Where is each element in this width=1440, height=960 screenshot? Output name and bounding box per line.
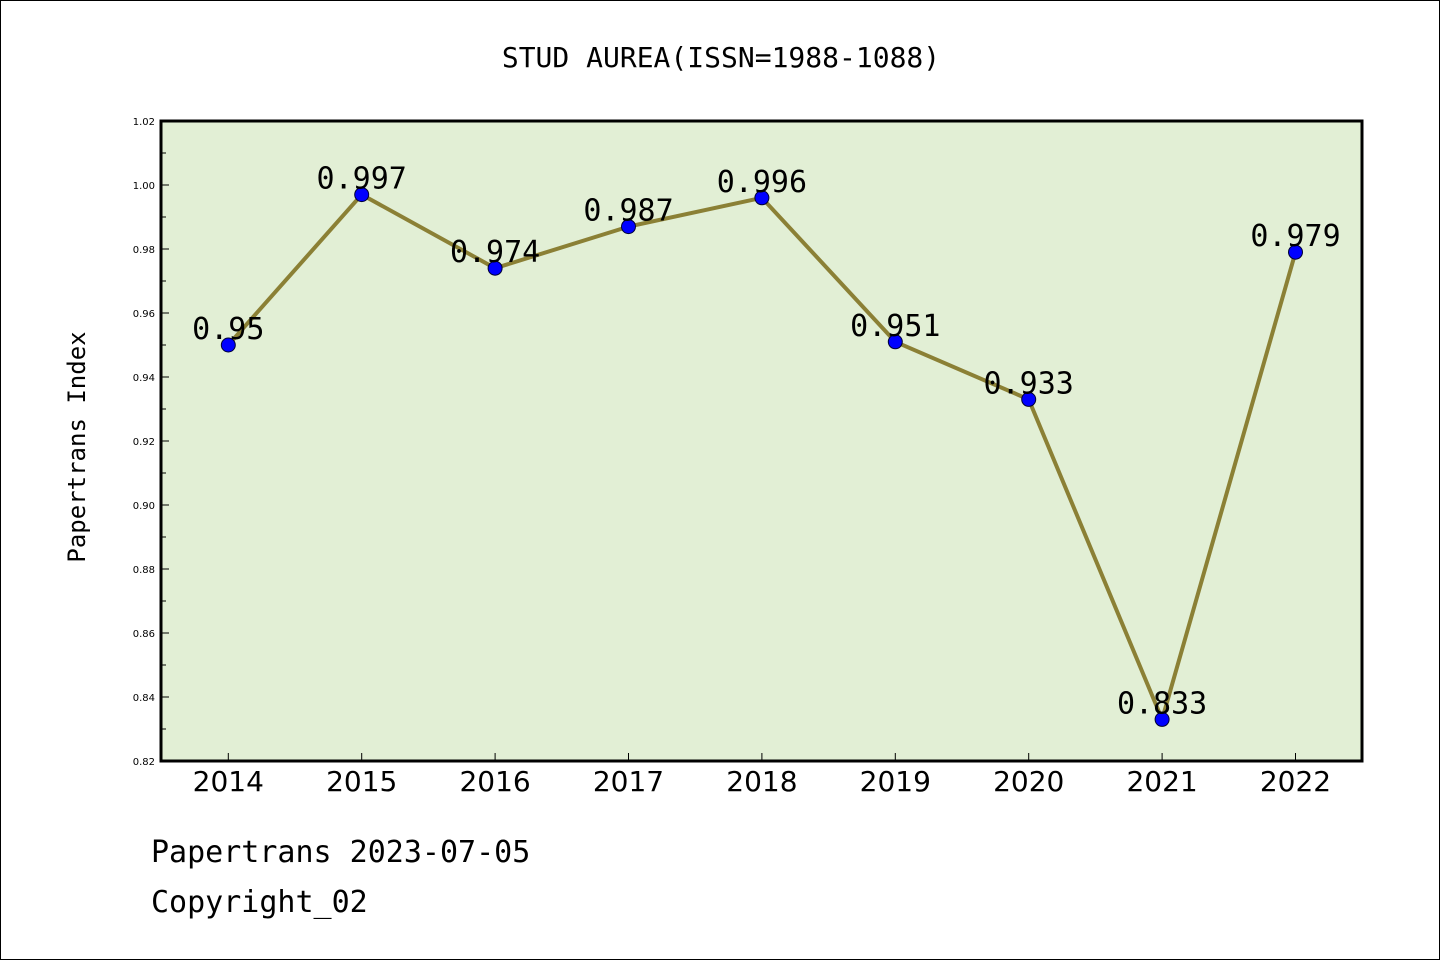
x-tick-label: 2015 bbox=[326, 765, 397, 798]
y-axis-label: Papertrans Index bbox=[63, 331, 91, 562]
data-label: 0.996 bbox=[717, 165, 807, 200]
y-tick-label: 0.82 bbox=[133, 757, 155, 768]
data-point bbox=[621, 219, 636, 235]
x-tick-label: 2016 bbox=[459, 765, 530, 798]
x-tick-label: 2022 bbox=[1260, 765, 1331, 798]
data-point bbox=[1288, 244, 1303, 260]
y-tick-label: 0.98 bbox=[133, 245, 155, 256]
data-label: 0.833 bbox=[1117, 686, 1207, 721]
x-tick-label: 2014 bbox=[193, 765, 264, 798]
data-point bbox=[1154, 711, 1170, 727]
y-tick-label: 1.02 bbox=[133, 117, 155, 128]
data-label: 0.974 bbox=[450, 235, 540, 270]
data-labels: 0.95 0.997 0.974 0.987 0.996 0.951 0.933 0.833 0… bbox=[192, 162, 1340, 722]
y-tick-label: 1.00 bbox=[133, 181, 155, 192]
x-tick-label: 2020 bbox=[993, 765, 1064, 798]
data-point bbox=[487, 260, 503, 276]
data-point bbox=[887, 334, 903, 350]
plot-area bbox=[161, 121, 1362, 761]
data-label: 0.95 bbox=[192, 312, 264, 347]
x-tick-label: 2019 bbox=[860, 765, 931, 798]
data-label: 0.933 bbox=[984, 366, 1074, 401]
y-tick-label: 0.94 bbox=[133, 373, 155, 384]
y-tick-label: 0.90 bbox=[133, 501, 155, 512]
y-tick-label: 0.86 bbox=[133, 629, 155, 640]
x-tick-label: 2018 bbox=[726, 765, 797, 798]
plot-frame bbox=[159, 119, 1364, 763]
data-label: 0.979 bbox=[1250, 219, 1340, 254]
data-markers bbox=[220, 187, 1303, 727]
x-tick-label: 2017 bbox=[593, 765, 664, 798]
footer-date: Papertrans 2023-07-05 bbox=[151, 835, 531, 870]
data-label: 0.951 bbox=[850, 309, 940, 344]
x-tick-label: 2021 bbox=[1126, 765, 1197, 798]
data-point bbox=[220, 337, 236, 353]
y-tick-label: 0.84 bbox=[133, 693, 155, 704]
x-axis: 2014 2015 2016 2017 2018 2019 2020 2021 2022 bbox=[193, 753, 1331, 798]
data-point bbox=[754, 190, 770, 206]
y-tick-label: 0.96 bbox=[133, 309, 155, 320]
data-label: 0.997 bbox=[317, 162, 407, 197]
data-label: 0.987 bbox=[583, 194, 673, 229]
chart-title: STUD AUREA(ISSN=1988-1088) bbox=[502, 41, 940, 74]
footer-copyright: Copyright_02 bbox=[151, 885, 368, 920]
data-point bbox=[354, 187, 370, 203]
y-tick-label: 0.88 bbox=[133, 565, 155, 576]
data-point bbox=[1021, 391, 1037, 407]
y-tick-label: 0.92 bbox=[133, 437, 155, 448]
